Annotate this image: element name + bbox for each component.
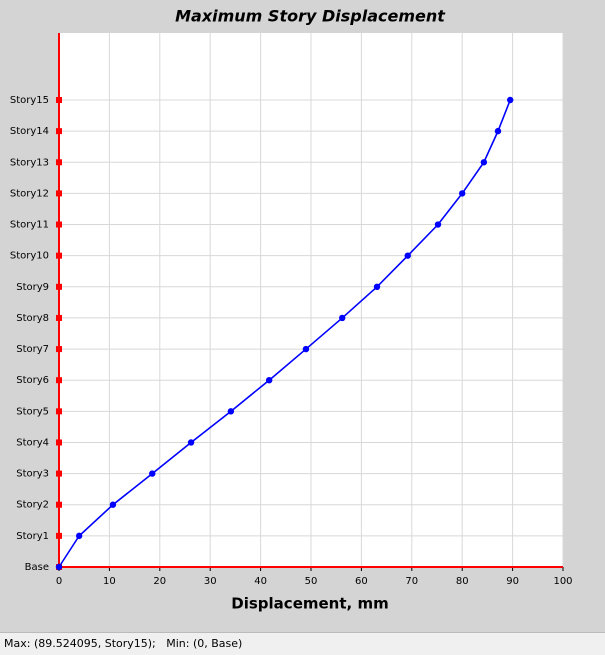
story-marker [56,532,62,539]
data-point [149,470,156,477]
story-marker [56,190,62,197]
story-marker [56,221,62,228]
story-marker [56,346,62,353]
y-tick-label: Story5 [16,406,49,417]
story-marker [56,314,62,321]
x-tick-label: 100 [553,576,572,587]
y-tick-label: Story12 [10,188,49,199]
y-tick-label: Story6 [16,375,49,386]
x-tick-label: 0 [56,576,62,587]
story-marker [56,439,62,446]
x-tick-label: 70 [405,576,418,587]
y-tick-label: Story3 [16,469,49,480]
x-tick-label: 90 [506,576,519,587]
data-point [434,221,442,228]
x-axis-label: Displacement, mm [231,595,388,613]
data-point [459,190,466,197]
y-tick-label: Story1 [16,531,49,542]
x-tick-label: 10 [103,576,116,587]
y-tick-label: Story15 [10,95,49,106]
data-line [58,99,511,568]
story-marker [56,97,62,103]
data-point [187,439,195,446]
x-tick-label: 40 [254,576,267,587]
x-tick-label: 20 [153,576,166,587]
x-tick-label: 80 [456,576,469,587]
chart: Maximum Story Displacement Displacement,… [10,7,573,613]
y-tick-label: Base [25,562,49,573]
chart-title: Maximum Story Displacement [175,7,446,26]
y-tick-label: Story13 [10,157,49,168]
story-marker [56,470,62,477]
x-tick-label: 30 [204,576,217,587]
y-tick-label: Story14 [10,126,49,137]
y-tick-label: Story2 [16,500,49,511]
y-tick-label: Story4 [16,437,49,448]
x-tick-label: 60 [355,576,368,587]
data-point [109,501,117,508]
story-marker [56,377,62,384]
data-point [265,377,273,384]
y-tick-label: Story11 [10,220,49,231]
data-point [302,345,310,353]
data-point [480,159,488,166]
data-point [404,252,411,259]
data-point [227,408,235,415]
story-marker [56,252,62,259]
data-point [75,532,83,540]
data-point [507,96,514,104]
story-marker [56,501,62,508]
story-marker [56,159,62,166]
data-point [55,563,63,571]
y-tick-label: Story9 [16,282,49,293]
story-marker [56,283,62,290]
x-tick-label: 50 [305,576,318,587]
status-bar: Max: (89.524095, Story15); Min: (0, Base… [0,632,605,655]
data-point [339,314,346,322]
story-marker [56,408,62,415]
data-point [373,283,381,290]
y-tick-label: Story10 [10,251,49,262]
story-marker [56,128,62,135]
y-tick-label: Story8 [16,313,49,324]
y-tick-label: Story7 [16,344,49,355]
data-point [494,127,502,135]
